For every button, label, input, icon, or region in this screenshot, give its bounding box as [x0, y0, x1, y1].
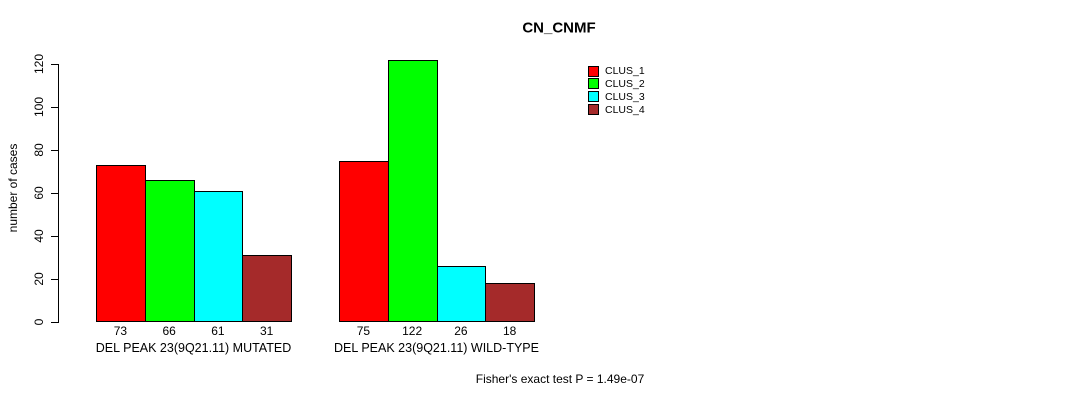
y-axis-tick-label: 120	[32, 53, 46, 75]
x-axis-group-label: DEL PEAK 23(9Q21.11) MUTATED	[95, 340, 292, 355]
bar-value-label: 75	[356, 323, 371, 338]
y-axis-tick	[51, 150, 58, 151]
y-axis-tick	[51, 107, 58, 108]
y-axis-line	[58, 64, 59, 323]
y-axis-tick-label: 0	[32, 318, 46, 326]
bar-value-label: 122	[402, 323, 423, 338]
bar-value-label: 73	[113, 323, 128, 338]
legend-swatch-clus_4	[588, 104, 599, 116]
y-axis-tick-label: 20	[32, 272, 46, 286]
y-axis-tick-label: 80	[32, 143, 46, 157]
bar-clus_3-group1	[193, 190, 244, 322]
bar-clus_2-group1	[144, 180, 195, 322]
chart-title: CN_CNMF	[522, 19, 596, 37]
bar-clus_1-group1	[96, 165, 146, 322]
legend-label-clus_2: CLUS_2	[605, 77, 645, 90]
legend-label-clus_1: CLUS_1	[605, 65, 645, 77]
bar-value-label: 26	[454, 323, 468, 338]
fisher-test-annotation: Fisher's exact test P = 1.49e-07	[475, 372, 645, 386]
legend-label-clus_3: CLUS_3	[605, 90, 645, 103]
legend-swatch-clus_1	[588, 65, 599, 77]
bar-value-label: 31	[259, 323, 274, 338]
x-axis-group-label: DEL PEAK 23(9Q21.11) WILD-TYPE	[334, 340, 539, 355]
bar-clus_1-group2	[339, 160, 389, 322]
bar-clus_2-group2	[387, 59, 438, 322]
bar-value-label: 18	[502, 323, 517, 338]
bar-value-label: 61	[211, 323, 225, 338]
y-axis-tick	[51, 236, 58, 237]
bar-clus_4-group1	[242, 255, 292, 322]
bar-value-label: 66	[162, 323, 176, 338]
y-axis-label: number of cases	[6, 143, 20, 233]
y-axis-tick	[51, 322, 58, 323]
y-axis-tick	[51, 193, 58, 194]
y-axis-tick	[51, 279, 58, 280]
y-axis-tick-label: 60	[32, 186, 46, 200]
y-axis-tick	[51, 64, 58, 65]
bar-clus_4-group2	[485, 283, 535, 322]
bar-clus_3-group2	[436, 266, 487, 322]
legend-swatch-clus_2	[588, 78, 599, 90]
y-axis-tick-label: 100	[32, 96, 46, 118]
legend-label-clus_4: CLUS_4	[605, 103, 645, 116]
legend-swatch-clus_3	[588, 91, 599, 103]
y-axis-tick-label: 40	[32, 229, 46, 243]
